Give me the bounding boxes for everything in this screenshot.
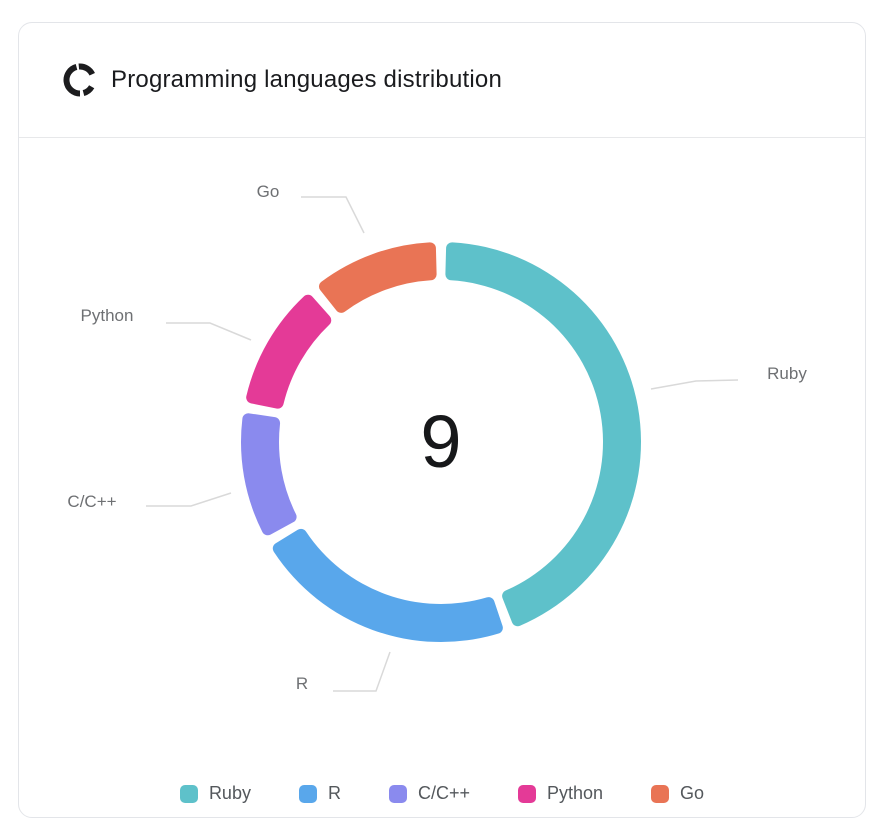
- label-line-python: [166, 322, 252, 341]
- legend-item-python[interactable]: Python: [518, 783, 603, 804]
- slice-label-ruby: Ruby: [767, 364, 807, 383]
- center-total-value: 9: [420, 400, 462, 483]
- legend-label-c-c: C/C++: [417, 783, 470, 803]
- legend-label-go: Go: [680, 783, 705, 803]
- label-line-r: [333, 651, 391, 692]
- donut-chart-icon: [63, 63, 95, 97]
- card-header: Programming languages distribution: [19, 23, 865, 138]
- slice-label-c-c: C/C++: [67, 492, 117, 511]
- legend-item-r[interactable]: R: [298, 783, 341, 804]
- chart-card: Programming languages distribution 9 Rub…: [18, 22, 866, 818]
- legend-swatch-r: [298, 784, 317, 803]
- donut-segment-ruby[interactable]: [445, 242, 641, 627]
- legend-label-python: Python: [547, 783, 604, 803]
- legend-label-r: R: [327, 783, 341, 803]
- donut-chart: 9 Ruby R C/C++ Python Go: [19, 23, 865, 817]
- label-line-c-c: [146, 492, 232, 507]
- donut-segment-python[interactable]: [246, 294, 332, 409]
- legend-swatch-c-c: [388, 784, 407, 803]
- legend-item-go[interactable]: Go: [651, 783, 704, 804]
- slice-label-r: R: [295, 674, 309, 693]
- legend-label-ruby: Ruby: [208, 783, 251, 803]
- label-line-go: [301, 196, 365, 234]
- donut-segment-go[interactable]: [318, 242, 437, 313]
- legend-swatch-python: [518, 784, 536, 803]
- donut-segment-c-c[interactable]: [241, 413, 297, 536]
- slice-label-python: Python: [80, 306, 134, 325]
- donut-icon-arc: [78, 63, 95, 76]
- donut-icon-arc: [63, 64, 81, 97]
- legend-swatch-go: [651, 784, 670, 803]
- donut-icon-arc: [82, 85, 95, 96]
- donut-segment-r[interactable]: [272, 528, 503, 643]
- legend-swatch-ruby: [179, 784, 198, 803]
- legend: Ruby R C/C++ Python Go: [19, 783, 865, 804]
- legend-item-ruby[interactable]: Ruby: [179, 783, 251, 804]
- legend-item-c-c[interactable]: C/C++: [388, 783, 470, 804]
- slice-label-go: Go: [256, 182, 280, 201]
- label-line-ruby: [650, 379, 739, 390]
- card-title: Programming languages distribution: [111, 66, 503, 93]
